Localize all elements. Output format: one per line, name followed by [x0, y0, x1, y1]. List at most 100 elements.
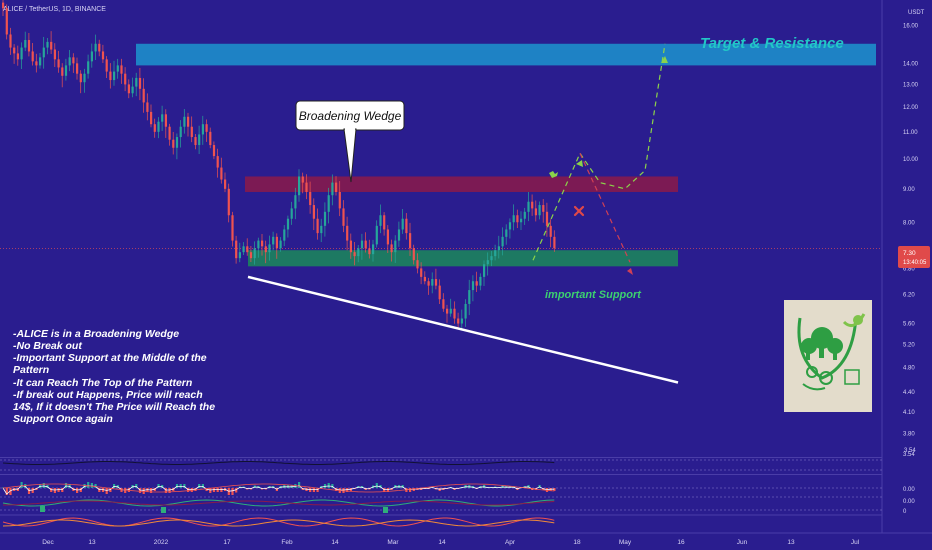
candle-body — [190, 126, 193, 138]
candle-body — [549, 225, 552, 237]
candle-body — [135, 77, 138, 87]
price-tick-label: 13.00 — [903, 82, 919, 88]
candle-body — [520, 218, 523, 223]
price-tick-label: 10.00 — [903, 157, 919, 163]
candle-body — [449, 308, 452, 314]
candle-body — [168, 126, 171, 140]
candle-body — [523, 211, 526, 219]
candle-body — [412, 248, 415, 261]
time-axis[interactable]: Dec 13 2022 17 Feb 14 Mar 14 Apr 18 May 16 Jun 13 Jul — [42, 539, 859, 546]
price-tick-label: 11.00 — [903, 130, 918, 136]
candle-body — [194, 137, 197, 146]
histogram-bar — [342, 488, 345, 493]
time-tick-label: May — [619, 539, 632, 546]
support-label[interactable]: important Support — [545, 289, 642, 301]
candle-body — [39, 57, 42, 66]
candle-body — [216, 156, 219, 168]
candle-body — [175, 137, 179, 148]
candle-body — [72, 57, 75, 64]
notes-block[interactable]: -ALICE is in a Broadening Wedge -No Brea… — [13, 328, 215, 425]
candle-body — [501, 236, 504, 247]
candle-body — [13, 47, 16, 54]
price-tick-label: 4.10 — [903, 410, 915, 416]
price-tick-label: 8.00 — [903, 220, 915, 226]
histogram-bar — [124, 488, 127, 493]
bullish-projection[interactable] — [532, 43, 666, 261]
candle-body — [468, 290, 471, 304]
candle-body — [446, 308, 449, 314]
candle-body — [323, 211, 327, 226]
histogram-bar — [53, 488, 56, 493]
candle-body — [257, 240, 260, 249]
histogram-bar — [231, 488, 234, 495]
candle-body — [275, 236, 278, 249]
candle-body — [486, 260, 489, 265]
candle-body — [164, 114, 167, 127]
price-tick-label: 4.40 — [903, 390, 915, 396]
note-line: Pattern — [13, 364, 49, 376]
candle-body — [494, 250, 497, 257]
histogram-bar — [87, 482, 90, 488]
price-tick-label: 4.80 — [903, 365, 915, 371]
candle-body — [438, 285, 441, 300]
candle-body — [50, 41, 53, 50]
histogram-bar — [157, 484, 160, 488]
candle-body — [386, 229, 389, 245]
candle-body — [479, 276, 482, 286]
author-logo — [784, 300, 872, 412]
candle-body — [27, 40, 31, 52]
candle-body — [338, 191, 341, 209]
price-axis[interactable] — [882, 0, 932, 550]
indicator-pane-4[interactable] — [0, 514, 882, 527]
indicator-axis-value: 0.00 — [903, 499, 915, 505]
candle-body — [427, 281, 430, 286]
candle-body — [220, 167, 223, 180]
currency-label: USDT — [908, 10, 925, 16]
indicator-pane-2[interactable]: 0.00 — [0, 474, 915, 495]
candle-body — [201, 124, 204, 135]
candle-body — [505, 229, 508, 237]
note-line: -ALICE is in a Broadening Wedge — [13, 328, 179, 340]
candle-body — [342, 208, 345, 226]
candle-body — [320, 225, 323, 234]
histogram-bar — [386, 488, 389, 492]
candle-body — [9, 34, 12, 48]
histogram-bar — [31, 488, 34, 493]
price-tick-label: 5.60 — [903, 322, 915, 328]
time-tick-label: Dec — [42, 539, 54, 546]
candle-body — [290, 208, 293, 219]
up-arrowhead-icon — [661, 56, 668, 63]
candle-body — [79, 73, 82, 83]
candle-body — [298, 176, 301, 196]
histogram-bar — [553, 488, 556, 491]
candle-body — [242, 246, 245, 253]
candle-body — [120, 65, 123, 74]
indicator-pane-3[interactable]: 0.00 0 — [0, 496, 915, 515]
bearish-projection[interactable] — [579, 153, 631, 263]
candle-body — [390, 244, 393, 253]
down-arrowhead-icon — [627, 268, 633, 275]
wedge-support-line[interactable] — [247, 275, 679, 384]
wedge-label: Broadening Wedge — [299, 109, 402, 123]
candle-body — [305, 182, 308, 192]
current-price-tag: 7.30 13:40:05 — [898, 246, 930, 268]
price-tick-label: 3.54 — [903, 452, 915, 458]
candle-body — [142, 88, 145, 103]
candle-body — [268, 244, 271, 253]
candle-body — [187, 116, 190, 127]
candle-body — [227, 188, 230, 216]
candle-body — [286, 218, 290, 230]
candle-body — [46, 41, 49, 48]
candle-body — [138, 77, 142, 89]
note-line: -No Break out — [13, 340, 82, 352]
target-label[interactable]: Target & Resistance — [700, 35, 844, 52]
candle-body — [105, 59, 108, 72]
candle-body — [553, 236, 556, 249]
wedge-callout[interactable]: Broadening Wedge — [295, 100, 405, 183]
candle-body — [490, 256, 493, 261]
histogram-bar — [79, 488, 82, 492]
indicator-pane-1[interactable]: 3.54 — [0, 448, 916, 471]
candle-body — [205, 124, 208, 132]
candle-body — [231, 215, 234, 241]
histogram-bar — [27, 488, 31, 494]
